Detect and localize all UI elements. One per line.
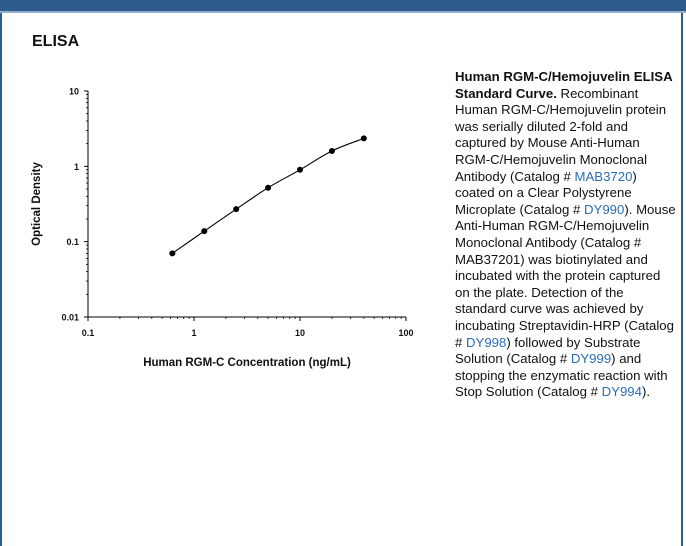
x-tick-label: 0.1 bbox=[82, 328, 95, 338]
header-band bbox=[0, 0, 686, 11]
caption-text: ) coated on a Clear Polystyrene Micropla… bbox=[455, 168, 637, 217]
data-point bbox=[328, 147, 335, 154]
catalog-link[interactable]: DY998 bbox=[466, 334, 507, 350]
y-tick-label: 0.1 bbox=[66, 237, 79, 247]
y-axis-label: Optical Density bbox=[31, 162, 43, 246]
x-tick-label: 10 bbox=[295, 328, 305, 338]
data-point bbox=[297, 166, 303, 173]
data-point bbox=[169, 250, 176, 257]
catalog-link[interactable]: DY990 bbox=[584, 201, 625, 217]
y-tick-label: 10 bbox=[69, 87, 79, 97]
catalog-link[interactable]: DY994 bbox=[601, 384, 642, 400]
caption-text: ) followed by Substrate Solution (Catalo… bbox=[455, 334, 641, 367]
catalog-link[interactable]: MAB3720 bbox=[574, 168, 633, 184]
data-point bbox=[233, 206, 240, 213]
data-point bbox=[201, 228, 208, 235]
section-title: ELISA bbox=[32, 33, 80, 50]
caption-text: ). bbox=[641, 384, 651, 400]
caption-text: ) and stopping the enzymatic reaction wi… bbox=[455, 351, 668, 400]
data-point bbox=[265, 184, 272, 191]
data-point bbox=[360, 135, 367, 142]
fitted-curve bbox=[172, 137, 365, 254]
x-tick-label: 1 bbox=[191, 328, 196, 338]
caption-body: Recombinant Human RGM-C/Hemojuvelin prot… bbox=[455, 86, 676, 400]
caption-text: Recombinant Human RGM-C/Hemojuvelin prot… bbox=[455, 85, 667, 184]
header-rule bbox=[0, 11, 686, 13]
x-tick-label: 100 bbox=[398, 328, 413, 338]
y-tick-label: 0.01 bbox=[61, 313, 79, 323]
catalog-link[interactable]: DY999 bbox=[570, 351, 612, 367]
panel-frame bbox=[0, 13, 683, 546]
caption-text: ). Mouse Anti-Human RGM-C/Hemojuvelin Mo… bbox=[455, 201, 676, 350]
x-axis-label: Human RGM-C Concentration (ng/mL) bbox=[143, 357, 351, 369]
figure-caption: Human RGM-C/Hemojuvelin ELISA Standard C… bbox=[455, 69, 677, 401]
caption-title: Human RGM-C/Hemojuvelin ELISA Standard C… bbox=[455, 69, 673, 101]
y-tick-label: 1 bbox=[74, 162, 79, 172]
